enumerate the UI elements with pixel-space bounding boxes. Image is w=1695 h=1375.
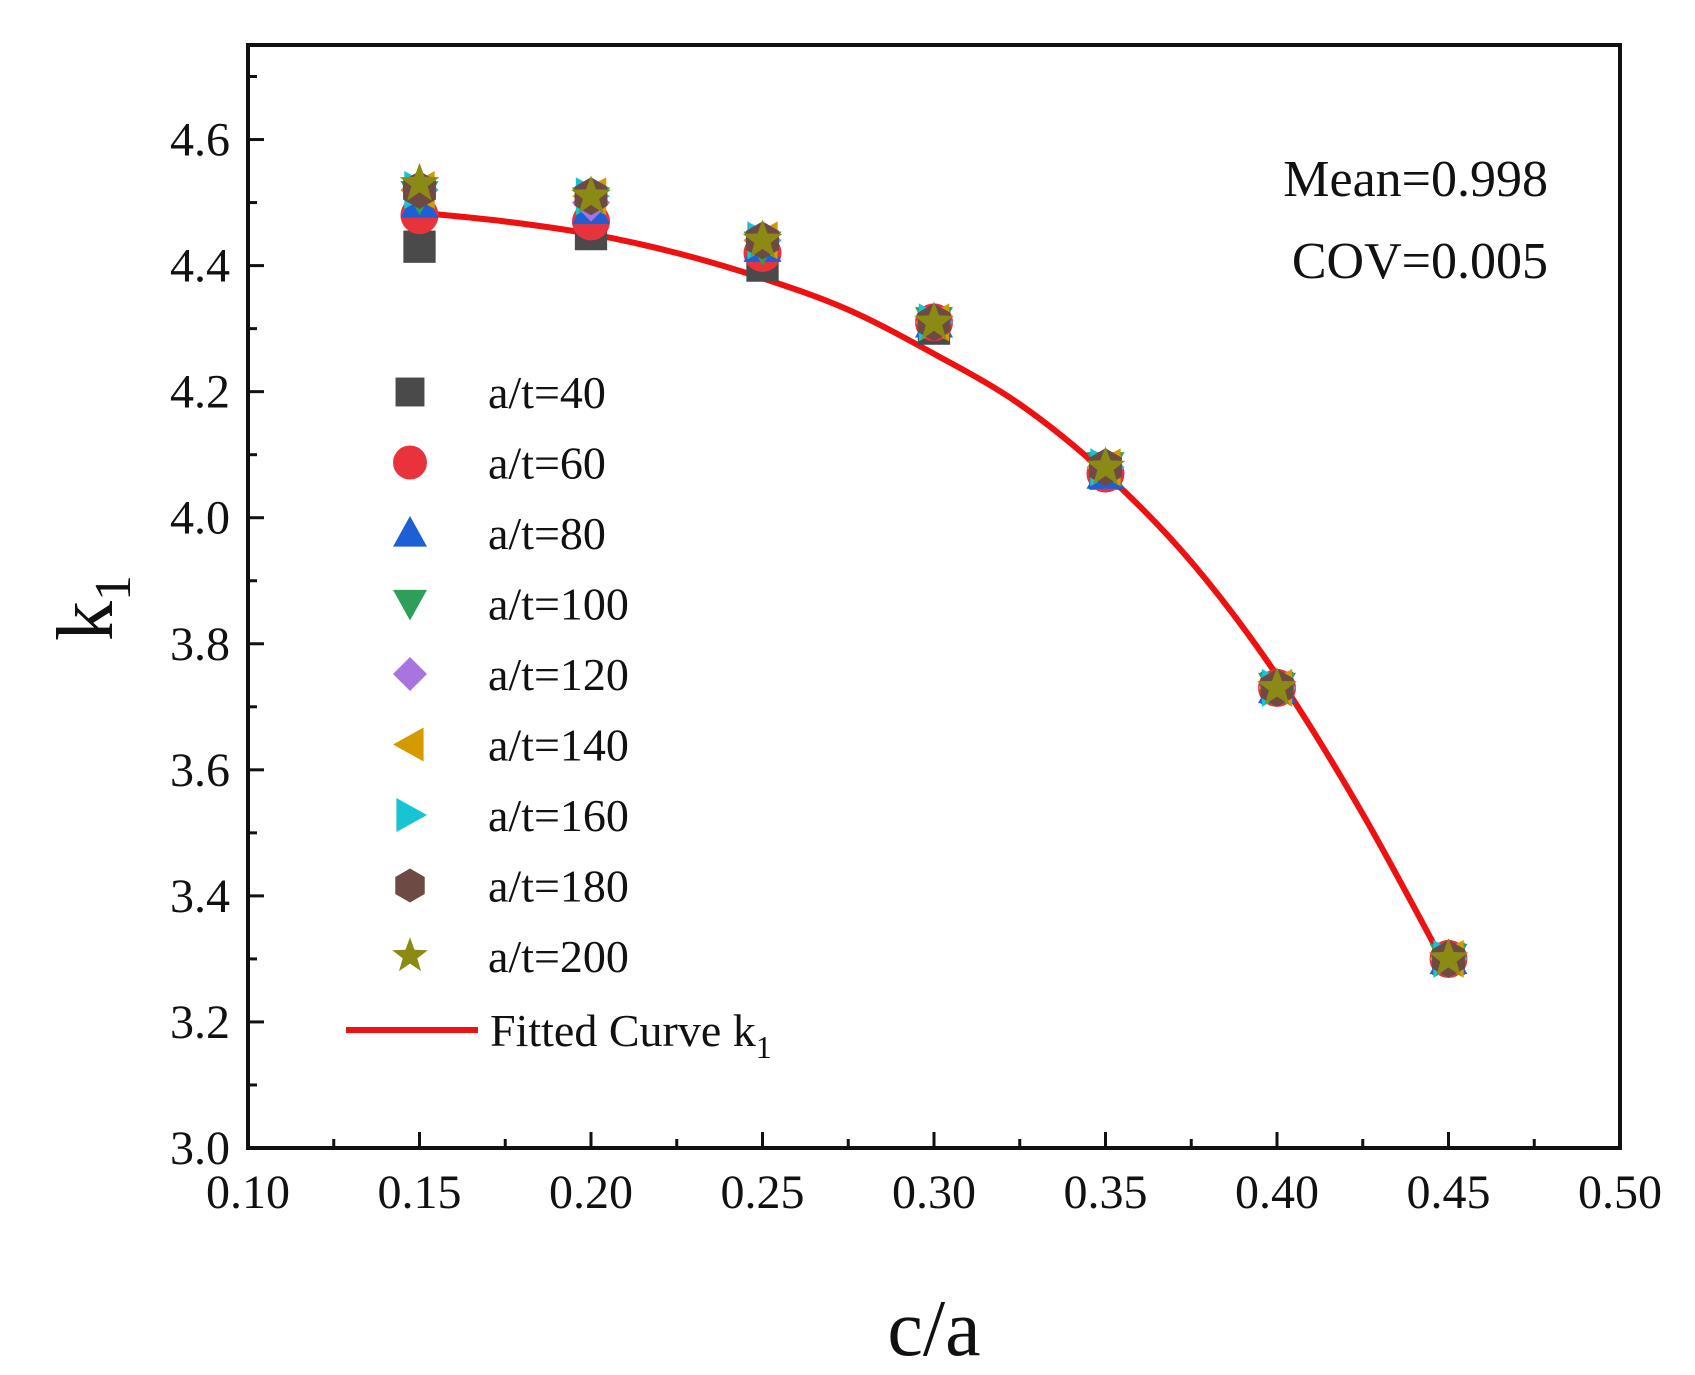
x-tick-labels: 0.10 0.15 0.20 0.25 0.30 0.35 0.40 0.45 0.50 — [206, 1166, 1662, 1219]
data-point-a-t-200 — [399, 162, 440, 201]
svg-text:k1: k1 — [42, 575, 142, 641]
y-tick-label: 4.6 — [170, 114, 230, 167]
legend-item: a/t=180 — [395, 861, 629, 912]
x-tick-label: 0.45 — [1407, 1166, 1491, 1219]
y-tick-label: 3.6 — [170, 744, 230, 797]
y-tick-label: 3.8 — [170, 618, 230, 671]
legend-label: a/t=120 — [488, 649, 629, 700]
x-tick-label: 0.10 — [206, 1166, 290, 1219]
cov-annotation: COV=0.005 — [1292, 233, 1548, 290]
y-axis-title: k1 — [42, 575, 142, 641]
data-point-a-t-200 — [742, 219, 783, 258]
y-tick-label: 4.0 — [170, 492, 230, 545]
legend-marker — [393, 727, 424, 762]
legend-label: a/t=80 — [488, 508, 606, 559]
legend-label: a/t=200 — [488, 931, 629, 982]
x-tick-label: 0.40 — [1235, 1166, 1319, 1219]
legend-item: a/t=140 — [393, 720, 629, 771]
mean-annotation: Mean=0.998 — [1283, 151, 1548, 208]
legend-fitted-curve-sub: 1 — [756, 1029, 772, 1065]
x-tick-label: 0.20 — [549, 1166, 633, 1219]
y-axis-title-sub: 1 — [85, 575, 142, 601]
x-tick-label: 0.30 — [892, 1166, 976, 1219]
legend-marker — [395, 377, 425, 407]
x-tick-label: 0.15 — [378, 1166, 462, 1219]
legend-marker — [393, 657, 427, 691]
data-point-a-t-200 — [1257, 666, 1297, 705]
y-tick-label: 3.0 — [170, 1122, 230, 1175]
legend-item: a/t=160 — [396, 790, 629, 841]
legend-marker — [395, 868, 425, 903]
y-tick-labels: 3.0 3.2 3.4 3.6 3.8 4.0 4.2 4.4 4.6 — [170, 114, 230, 1175]
legend-item: a/t=120 — [393, 649, 629, 700]
legend-item: a/t=100 — [393, 579, 629, 630]
legend-marker — [396, 798, 427, 832]
legend-marker — [393, 445, 427, 480]
legend-label: a/t=40 — [488, 367, 606, 418]
legend: a/t=40 a/t=60 a/t=80 a/t=100 a/t=120 a/t=140 a… — [392, 367, 629, 982]
x-tick-label: 0.50 — [1578, 1166, 1662, 1219]
legend-label: a/t=60 — [488, 438, 606, 489]
data-points-layer — [399, 162, 1469, 978]
legend-marker — [393, 589, 427, 621]
plot-frame — [246, 43, 1622, 1150]
svg-text:Fitted Curve k1: Fitted Curve k1 — [490, 1005, 772, 1065]
data-point-a-t-200 — [1428, 938, 1469, 976]
legend-item: a/t=60 — [393, 438, 606, 489]
y-axis-title-main: k — [42, 601, 130, 641]
legend-item: a/t=40 — [395, 367, 606, 418]
data-point-a-t-200 — [914, 301, 954, 340]
legend-marker — [393, 516, 427, 547]
y-tick-label: 3.4 — [170, 870, 230, 923]
data-point-a-t-200 — [1085, 446, 1126, 485]
x-tick-label: 0.35 — [1064, 1166, 1148, 1219]
legend-label: a/t=160 — [488, 790, 629, 841]
legend-fitted-curve-label: Fitted Curve k — [490, 1005, 756, 1056]
data-point-a-t-40 — [403, 230, 436, 263]
y-tick-label: 4.2 — [170, 366, 230, 419]
legend-marker — [392, 937, 428, 972]
legend-label: a/t=100 — [488, 579, 629, 630]
legend-label: a/t=180 — [488, 861, 629, 912]
x-axis-title: c/a — [887, 1285, 980, 1373]
y-tick-label: 3.2 — [170, 996, 230, 1049]
data-point-a-t-200 — [571, 175, 611, 214]
legend-item: a/t=80 — [393, 508, 606, 559]
legend-item: a/t=200 — [392, 931, 629, 982]
legend-fitted-curve: Fitted Curve k1 — [346, 1005, 772, 1065]
x-tick-label: 0.25 — [721, 1166, 805, 1219]
legend-label: a/t=140 — [488, 720, 629, 771]
y-tick-label: 4.4 — [170, 240, 230, 293]
